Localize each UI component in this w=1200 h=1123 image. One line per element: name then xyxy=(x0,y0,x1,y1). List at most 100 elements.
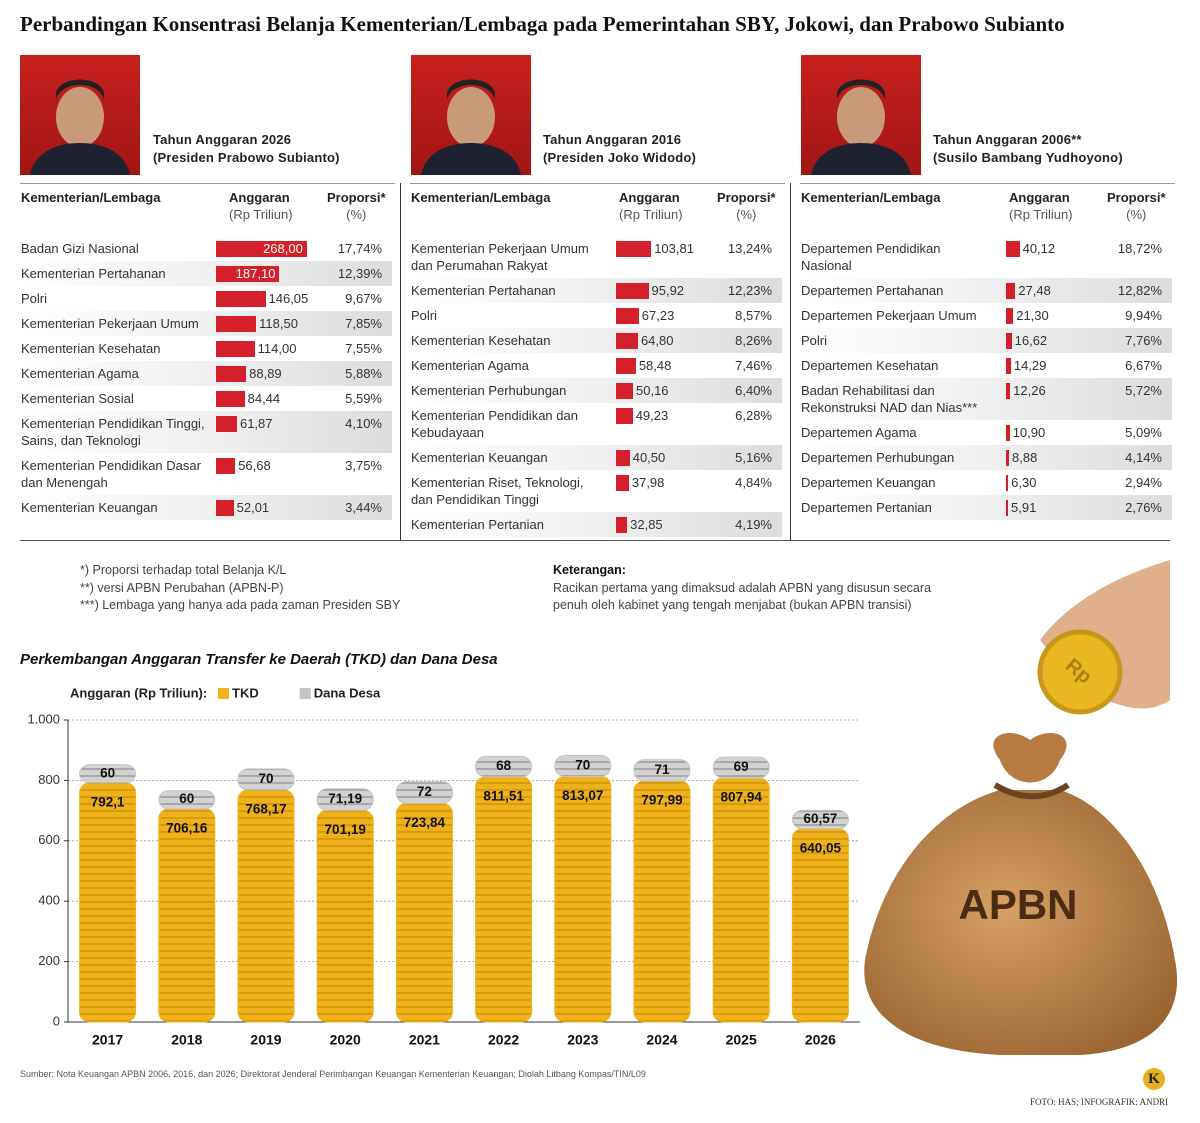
proportion: 7,76% xyxy=(1125,333,1162,348)
row-name: Kementerian Kesehatan xyxy=(410,332,603,349)
table-row: Kementerian Riset, Teknologi, dan Pendidi… xyxy=(410,470,782,512)
proportion: 8,57% xyxy=(735,308,772,323)
budget-label: 50,16 xyxy=(636,383,669,398)
table-row: Kementerian Pertahanan 95,92 12,23% xyxy=(410,278,782,303)
bar-segment xyxy=(554,754,612,777)
row-name: Kementerian Pertahanan xyxy=(410,282,603,299)
remarks: Keterangan: Racikan pertama yang dimaksud… xyxy=(553,562,931,615)
row-name: Kementerian Agama xyxy=(20,365,213,382)
bar-segment xyxy=(475,776,533,1023)
row-name-line: Kementerian Pendidikan Dasar xyxy=(21,458,201,473)
illustration: Rp APBN xyxy=(864,560,1178,1055)
hair xyxy=(56,79,104,100)
value-label: 69 xyxy=(734,759,749,774)
table-row: Departemen Pekerjaan Umum 21,30 9,94% xyxy=(800,303,1172,328)
budget-label: 27,48 xyxy=(1018,283,1051,298)
table-row: Departemen Keuangan 6,30 2,94% xyxy=(800,470,1172,495)
caption-line: Tahun Anggaran 2016 xyxy=(543,132,682,147)
x-tick-label: 2017 xyxy=(92,1032,123,1048)
budget-label: 10,90 xyxy=(1012,425,1046,440)
value-label: 640,05 xyxy=(800,840,842,855)
photo xyxy=(20,55,140,175)
row-name-line: dan Pendidikan Tinggi xyxy=(411,492,539,507)
table: Departemen Pendidikan Nasional 40,12 18,72%… xyxy=(800,236,1172,520)
row-name-line: Departemen Pertahanan xyxy=(801,283,944,298)
row-name-line: Departemen Perhubungan xyxy=(801,450,955,465)
divider xyxy=(790,183,791,540)
budget-bar xyxy=(1006,308,1014,324)
proportion: 13,24% xyxy=(727,241,772,256)
budget-bar xyxy=(1006,333,1012,349)
coin xyxy=(1037,629,1123,715)
header-budget-unit: (Rp Triliun) xyxy=(229,207,293,222)
header: Proporsi* (%) xyxy=(1107,189,1166,223)
legend-label: TKD xyxy=(232,685,259,700)
row-name-line: Kementerian Pertahanan xyxy=(21,266,166,281)
row-name-line: Departemen Keuangan xyxy=(801,475,936,490)
header: Anggaran (Rp Triliun) xyxy=(1009,189,1073,223)
row-name-line: Rekonstruksi NAD dan Nias*** xyxy=(801,400,978,415)
bar-segment xyxy=(316,788,374,811)
proportion: 18,72% xyxy=(1117,241,1162,256)
header-proportion-unit: (%) xyxy=(1126,207,1147,222)
row-name-line: Departemen Pekerjaan Umum xyxy=(801,308,977,323)
x-tick-label: 2022 xyxy=(488,1032,519,1048)
table-row: Departemen Pertanian 5,91 2,76% xyxy=(800,495,1172,520)
value-label: 797,99 xyxy=(641,793,682,808)
proportion: 2,94% xyxy=(1125,475,1162,490)
divider xyxy=(400,183,401,540)
row-name-line: Kementerian Kesehatan xyxy=(21,341,161,356)
header-line xyxy=(800,183,1175,184)
bar-segment xyxy=(712,756,770,779)
budget-label: 49,23 xyxy=(635,408,669,423)
row-name-line: Kementerian Kesehatan xyxy=(411,333,551,348)
remarks-line: penuh oleh kabinet yang tengah menjabat … xyxy=(553,598,912,612)
bar-segment xyxy=(79,782,137,1023)
row-name: Departemen Pendidikan Nasional xyxy=(800,240,993,274)
bar-segment xyxy=(316,809,374,1023)
budget-bar xyxy=(216,241,307,257)
caption: Tahun Anggaran 2006** (Susilo Bambang Yud… xyxy=(933,131,1123,167)
budget-label: 6,30 xyxy=(1011,475,1037,490)
bar-segment xyxy=(554,775,612,1023)
header: Kementerian/Lembaga xyxy=(411,189,550,206)
row-name-line: Departemen Kesehatan xyxy=(801,358,939,373)
value-label: 71,19 xyxy=(328,791,362,806)
proportion: 5,88% xyxy=(345,366,382,381)
footnote: *) Proporsi terhadap total Belanja K/L xyxy=(80,563,287,577)
table-row: Kementerian Pendidikan Dasar dan Menengah… xyxy=(20,453,392,495)
header: Anggaran (Rp Triliun) xyxy=(229,189,293,223)
y-tick-label: 400 xyxy=(38,893,60,908)
footnote: **) versi APBN Perubahan (APBN-P) xyxy=(80,580,284,595)
chart-title: Perkembangan Anggaran Transfer ke Daerah… xyxy=(20,651,498,668)
hair xyxy=(447,79,495,100)
row-name: Kementerian Pertanian xyxy=(410,516,603,533)
budget-bar xyxy=(616,241,652,257)
footnote: ***) Lembaga yang hanya ada pada zaman P… xyxy=(80,598,401,612)
y-tick-label: 800 xyxy=(38,772,60,787)
row-name-line: Kementerian Pertanian xyxy=(411,517,544,532)
proportion: 5,72% xyxy=(1125,383,1162,398)
row-name-line: Polri xyxy=(21,291,48,306)
y-tick-label: 0 xyxy=(53,1013,60,1028)
bar-segment xyxy=(395,781,453,804)
value-label: 792,1 xyxy=(91,794,125,809)
budget-bar xyxy=(1006,475,1009,491)
budget-label: 56,68 xyxy=(238,458,271,473)
x-tick-label: 2026 xyxy=(805,1032,836,1048)
row-name: Departemen Agama xyxy=(800,424,993,441)
row-name: Kementerian Pekerjaan Umum xyxy=(20,315,213,332)
budget-bar xyxy=(1006,241,1020,257)
row-name: Kementerian Perhubungan xyxy=(410,382,603,399)
table-row: Kementerian Agama 88,89 5,88% xyxy=(20,361,392,386)
table: Badan Gizi Nasional 268,00 17,74% Kementeri… xyxy=(20,236,392,520)
caption-line: Tahun Anggaran 2006** xyxy=(933,132,1082,147)
bar-segment xyxy=(475,755,533,778)
table-row: Kementerian Pekerjaan Umum dan Perumahan … xyxy=(410,236,782,278)
proportion: 7,85% xyxy=(345,316,382,331)
header-name: Kementerian/Lembaga xyxy=(411,190,551,205)
legend-label: Dana Desa xyxy=(314,685,381,700)
proportion: 12,39% xyxy=(337,266,382,281)
budget-bar xyxy=(216,266,280,282)
